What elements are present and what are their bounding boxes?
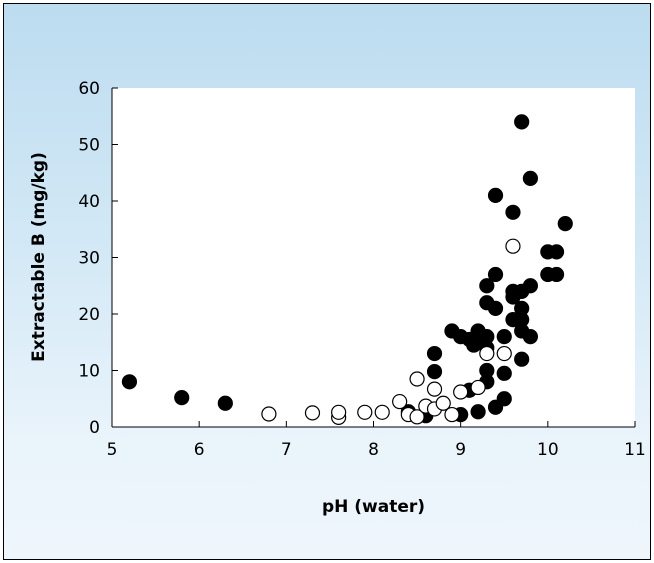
x-tick-label: 7 xyxy=(281,440,292,460)
filled-data-point xyxy=(505,204,521,220)
y-tick-label: 40 xyxy=(78,192,100,212)
open-data-point xyxy=(357,404,373,420)
open-data-point xyxy=(426,381,443,397)
x-tick-label: 9 xyxy=(455,440,466,460)
x-axis-title: pH (water) xyxy=(322,497,425,517)
open-data-point xyxy=(331,404,347,420)
y-tick-label: 50 xyxy=(78,136,100,156)
data-markers xyxy=(121,114,573,425)
x-tick-labels: 5 6 7 8 9 10 11 xyxy=(107,440,646,460)
filled-data-point xyxy=(487,187,504,203)
open-data-point xyxy=(261,406,277,422)
filled-data-point xyxy=(487,266,504,283)
filled-data-point xyxy=(426,345,443,362)
open-data-point xyxy=(374,404,390,420)
y-tick-label: 30 xyxy=(78,249,100,269)
x-tick-label: 6 xyxy=(194,440,205,460)
filled-data-point xyxy=(557,216,573,232)
filled-data-point xyxy=(548,244,565,260)
filled-data-point xyxy=(522,329,539,345)
y-tick-label: 20 xyxy=(78,305,100,325)
filled-data-point xyxy=(514,351,530,367)
filled-data-point xyxy=(514,300,530,316)
filled-data-point xyxy=(548,266,565,283)
open-data-point xyxy=(409,409,425,425)
y-tick-label: 60 xyxy=(78,79,100,99)
y-tick-labels: 0 10 20 30 40 50 60 xyxy=(78,79,100,438)
scatter-chart: 5 6 7 8 9 10 11 0 10 20 30 40 50 60 pH (water) Extra… xyxy=(29,79,646,517)
open-data-point xyxy=(479,345,495,362)
open-data-point xyxy=(444,406,460,423)
open-data-point xyxy=(409,371,425,387)
filled-data-point xyxy=(470,404,486,420)
y-axis-title: Extractable B (mg/kg) xyxy=(29,152,49,362)
filled-data-point xyxy=(496,391,512,407)
filled-data-point xyxy=(496,365,512,381)
chart-frame: 5 6 7 8 9 10 11 0 10 20 30 40 50 60 pH (water) Extra… xyxy=(3,3,651,560)
open-data-point xyxy=(496,345,512,362)
open-data-point xyxy=(435,395,451,411)
open-data-point xyxy=(470,379,486,396)
filled-data-point xyxy=(522,278,539,294)
filled-data-point xyxy=(479,362,495,379)
x-tick-label: 10 xyxy=(537,440,559,460)
open-data-point xyxy=(392,393,408,410)
y-tick-label: 10 xyxy=(78,362,100,382)
x-tick-label: 5 xyxy=(107,440,118,460)
filled-data-point xyxy=(522,170,539,186)
filled-data-point xyxy=(426,364,443,380)
filled-data-point xyxy=(174,390,190,406)
filled-data-point xyxy=(514,114,530,130)
filled-data-point xyxy=(479,278,495,294)
filled-data-point xyxy=(487,300,504,316)
filled-data-point xyxy=(121,374,138,390)
x-tick-label: 8 xyxy=(368,440,379,460)
y-tick-label: 0 xyxy=(89,418,100,438)
open-data-point xyxy=(505,238,521,254)
filled-data-point xyxy=(479,329,495,345)
open-data-point xyxy=(304,405,321,421)
open-data-point xyxy=(453,384,469,400)
filled-data-point xyxy=(496,329,512,345)
axes xyxy=(111,87,636,428)
filled-data-point xyxy=(217,395,233,411)
x-tick-label: 11 xyxy=(624,440,646,460)
